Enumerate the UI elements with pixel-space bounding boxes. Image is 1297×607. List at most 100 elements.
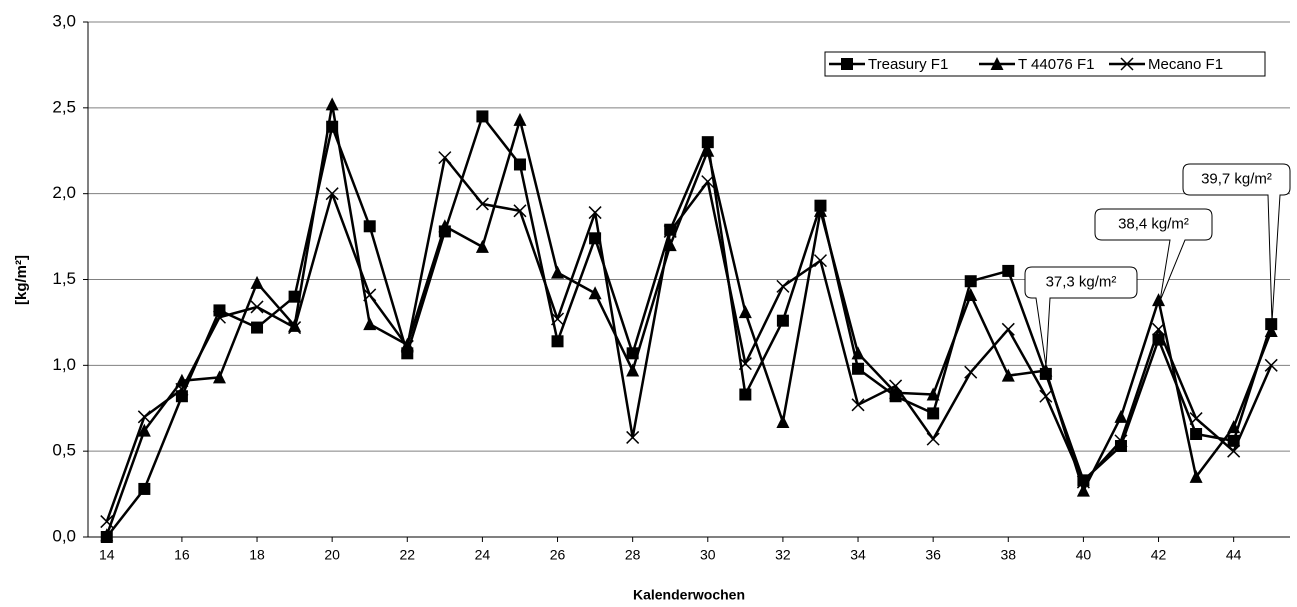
y-axis-title: [kg/m²]	[13, 255, 30, 305]
marker	[964, 287, 978, 301]
marker	[438, 219, 452, 233]
marker	[513, 112, 527, 126]
marker	[1189, 469, 1203, 483]
legend-box	[824, 51, 1266, 77]
marker	[400, 339, 414, 353]
x-tick-label: 34	[850, 547, 866, 563]
x-axis-title: Kalenderwochen	[633, 587, 745, 603]
x-tick-label: 36	[925, 547, 941, 563]
marker	[551, 265, 565, 279]
marker	[250, 275, 264, 289]
callout	[1182, 163, 1291, 323]
marker	[663, 224, 677, 238]
y-tick-label: 1,5	[52, 269, 76, 288]
marker	[738, 305, 752, 319]
y-tick-label: 0,0	[52, 526, 76, 545]
x-tick-label: 14	[99, 547, 115, 563]
legend: Treasury F1 T 44076 F1 Mecano F1	[824, 51, 1266, 77]
marker	[1120, 57, 1134, 71]
marker	[1190, 428, 1203, 440]
marker	[813, 254, 827, 268]
marker	[889, 385, 903, 399]
marker	[626, 363, 640, 377]
marker	[100, 528, 114, 542]
marker	[1189, 412, 1203, 426]
marker	[513, 204, 527, 218]
marker	[813, 203, 827, 217]
marker	[513, 158, 526, 171]
x-tick-label: 28	[625, 547, 641, 563]
marker	[1227, 420, 1241, 434]
y-tick-label: 2,5	[52, 97, 76, 116]
callout	[1024, 266, 1138, 367]
series-line	[105, 115, 1273, 538]
marker	[288, 321, 302, 335]
marker	[363, 317, 377, 331]
marker	[363, 288, 377, 302]
marker	[213, 304, 226, 317]
marker	[738, 357, 752, 371]
marker	[964, 275, 977, 288]
marker	[1152, 293, 1166, 307]
x-tick-label: 40	[1076, 547, 1092, 563]
marker	[990, 57, 1004, 70]
legend-label: Treasury F1	[868, 56, 948, 73]
marker	[438, 151, 452, 165]
marker	[100, 515, 114, 529]
marker	[212, 370, 226, 384]
marker	[776, 279, 790, 293]
y-tick-label: 2,0	[52, 183, 76, 202]
marker	[476, 110, 489, 123]
marker	[701, 136, 714, 149]
marker	[739, 388, 752, 401]
marker	[701, 143, 715, 157]
x-tick-label: 26	[550, 547, 566, 563]
marker	[1001, 322, 1015, 336]
marker	[776, 314, 789, 327]
marker	[1114, 409, 1128, 423]
marker	[926, 432, 940, 446]
y-tick-label: 1,0	[52, 355, 76, 374]
x-tick-label: 20	[324, 547, 340, 563]
marker	[926, 387, 940, 401]
x-tick-label: 16	[174, 547, 190, 563]
marker	[1039, 389, 1053, 403]
marker	[776, 414, 790, 428]
marker	[841, 58, 853, 70]
marker	[1039, 363, 1053, 377]
marker	[852, 362, 865, 375]
marker	[551, 312, 565, 326]
marker	[889, 379, 903, 393]
marker	[588, 286, 602, 300]
marker	[250, 300, 264, 314]
marker	[1002, 264, 1015, 277]
annotation: 39,7 kg/m²	[1201, 170, 1272, 187]
marker	[325, 97, 339, 111]
marker	[251, 321, 264, 334]
x-tick-label: 24	[475, 547, 491, 563]
x-tick-label: 18	[249, 547, 265, 563]
x-tick-label: 42	[1151, 547, 1167, 563]
marker	[138, 482, 151, 495]
marker	[701, 175, 715, 189]
marker	[1227, 444, 1241, 458]
marker	[475, 239, 489, 253]
marker	[363, 220, 376, 233]
marker	[1264, 358, 1278, 372]
marker	[1264, 324, 1278, 337]
marker	[551, 335, 564, 348]
marker	[626, 430, 640, 444]
marker	[288, 290, 301, 303]
legend-label: Mecano F1	[1148, 56, 1223, 73]
x-tick-label: 30	[700, 547, 716, 563]
marker	[175, 382, 189, 396]
marker	[325, 187, 339, 201]
marker	[588, 206, 602, 220]
annotation: 38,4 kg/m²	[1118, 215, 1189, 232]
annotation: 37,3 kg/m²	[1046, 273, 1117, 290]
callout	[1094, 208, 1213, 302]
marker	[1076, 483, 1090, 497]
marker	[851, 398, 865, 412]
x-tick-label: 32	[775, 547, 791, 563]
